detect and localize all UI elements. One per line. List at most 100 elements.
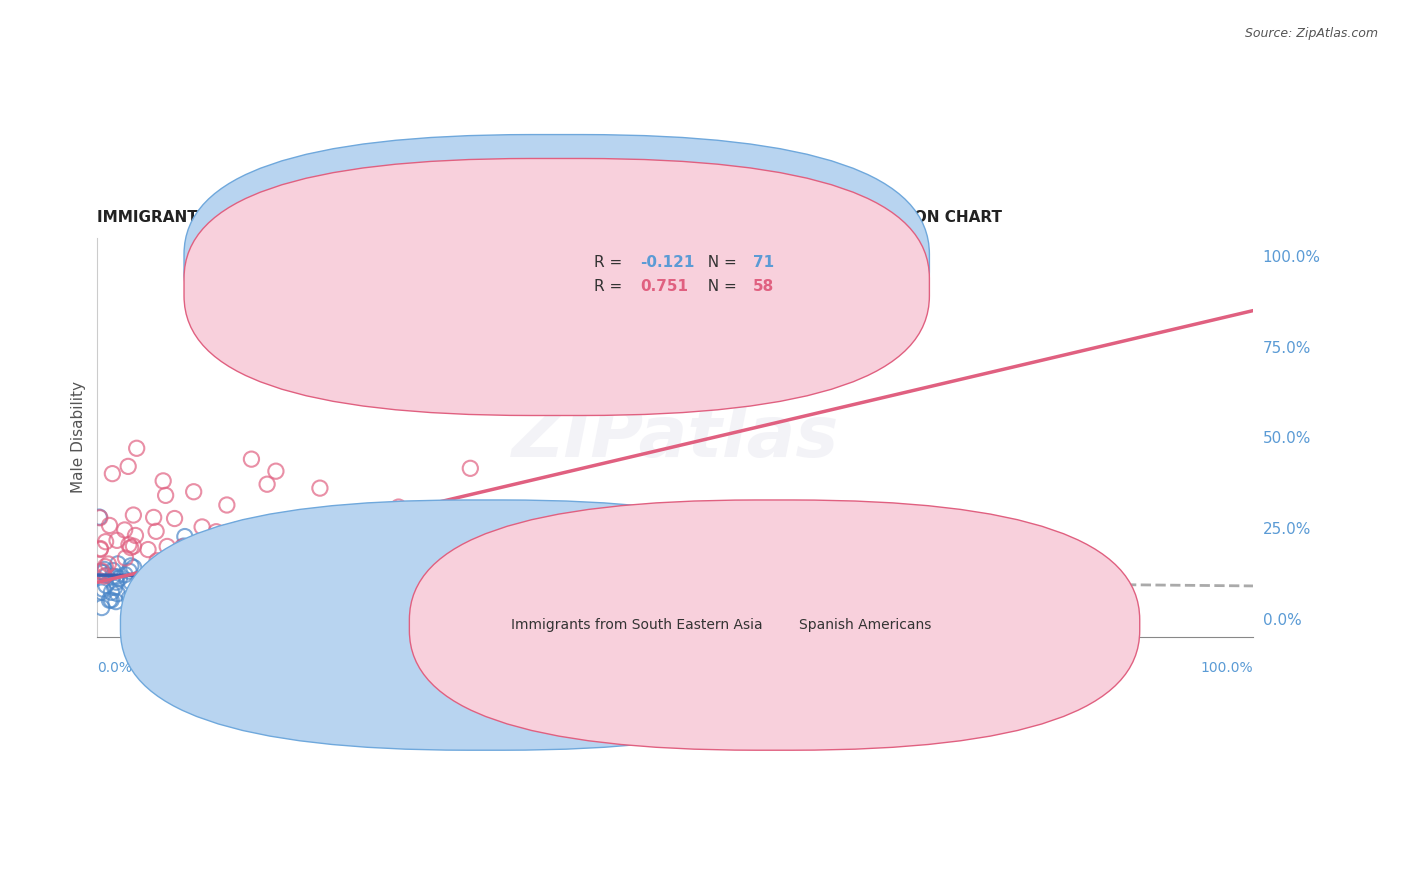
Point xyxy=(149,555,172,569)
Point xyxy=(136,542,159,557)
Point xyxy=(120,541,142,555)
Point xyxy=(122,539,145,553)
Point xyxy=(264,464,287,478)
Point xyxy=(205,524,228,539)
FancyBboxPatch shape xyxy=(121,500,851,750)
Point xyxy=(224,590,246,604)
Point xyxy=(284,554,307,568)
Point xyxy=(398,582,420,597)
Point xyxy=(193,548,215,562)
Text: R =: R = xyxy=(595,279,627,294)
Point xyxy=(93,562,115,576)
Point xyxy=(215,525,238,540)
Point xyxy=(90,585,112,599)
Point xyxy=(183,562,205,576)
Point xyxy=(155,488,177,502)
Point xyxy=(118,591,141,606)
Point xyxy=(105,533,128,548)
Point xyxy=(294,623,316,637)
Point xyxy=(156,540,179,554)
Point xyxy=(411,517,433,532)
Point xyxy=(271,572,294,586)
Point xyxy=(142,510,165,524)
Point xyxy=(173,530,195,544)
Point xyxy=(346,574,368,589)
Point xyxy=(309,481,332,495)
Point xyxy=(256,477,278,491)
Point xyxy=(208,556,231,570)
Point xyxy=(664,606,686,620)
Point xyxy=(364,575,387,590)
Point xyxy=(486,586,509,600)
FancyBboxPatch shape xyxy=(508,242,877,306)
Text: Source: ZipAtlas.com: Source: ZipAtlas.com xyxy=(1244,27,1378,40)
Text: N =: N = xyxy=(699,279,742,294)
Point xyxy=(571,593,593,607)
Point xyxy=(184,544,207,558)
Point xyxy=(98,593,121,607)
Point xyxy=(89,510,111,524)
FancyBboxPatch shape xyxy=(184,159,929,416)
Point xyxy=(114,523,136,537)
Point xyxy=(89,541,111,556)
Point xyxy=(195,548,218,562)
Point xyxy=(159,580,181,594)
Point xyxy=(96,568,118,582)
Point xyxy=(129,580,152,594)
Point xyxy=(90,600,112,615)
Point xyxy=(104,594,127,608)
Point xyxy=(308,576,330,591)
Point xyxy=(120,558,142,573)
FancyBboxPatch shape xyxy=(409,500,1140,750)
Point xyxy=(153,561,176,575)
Point xyxy=(122,508,145,522)
Point xyxy=(120,575,142,590)
FancyBboxPatch shape xyxy=(184,135,929,392)
Text: 58: 58 xyxy=(752,279,773,294)
Point xyxy=(214,542,236,557)
Point xyxy=(89,542,111,557)
Text: ZIPatlas: ZIPatlas xyxy=(512,403,839,472)
Point xyxy=(91,582,114,596)
Point xyxy=(128,581,150,595)
Point xyxy=(641,619,664,633)
Point xyxy=(108,571,131,585)
Point xyxy=(170,574,193,589)
Point xyxy=(143,572,166,586)
Point xyxy=(526,565,548,579)
Point xyxy=(183,484,205,499)
Point xyxy=(93,566,115,580)
Point xyxy=(138,565,160,579)
Point xyxy=(149,600,172,615)
Point xyxy=(94,578,117,592)
Point xyxy=(118,564,141,578)
Point xyxy=(117,459,139,474)
Point xyxy=(221,546,243,560)
Point xyxy=(361,572,384,586)
Point xyxy=(172,578,194,592)
Point xyxy=(121,623,143,637)
Text: Immigrants from South Eastern Asia: Immigrants from South Eastern Asia xyxy=(510,618,762,632)
Point xyxy=(104,581,127,595)
Point xyxy=(148,604,170,618)
Point xyxy=(236,585,259,599)
Point xyxy=(187,589,209,603)
Point xyxy=(322,549,344,563)
Point xyxy=(409,564,432,578)
Text: -0.121: -0.121 xyxy=(641,255,695,270)
Point xyxy=(107,587,129,601)
Point xyxy=(173,539,195,553)
Point xyxy=(90,565,112,579)
Point xyxy=(152,474,174,488)
Point xyxy=(118,538,141,552)
Y-axis label: Male Disability: Male Disability xyxy=(72,382,86,493)
Point xyxy=(149,583,172,598)
Point xyxy=(100,585,122,599)
Point xyxy=(114,551,136,566)
Point xyxy=(98,518,121,533)
Point xyxy=(124,528,146,542)
Text: R =: R = xyxy=(595,255,627,270)
Point xyxy=(170,599,193,613)
Text: Spanish Americans: Spanish Americans xyxy=(799,618,931,632)
Text: N =: N = xyxy=(699,255,742,270)
